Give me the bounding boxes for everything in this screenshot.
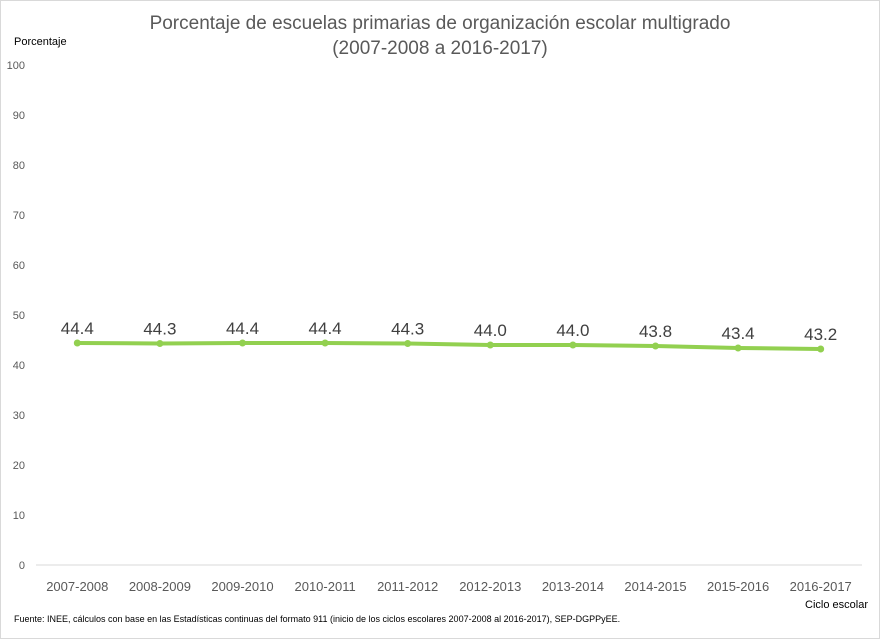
data-point [156,340,164,347]
x-tick-label: 2012-2013 [459,579,521,594]
x-tick-label: 2014-2015 [624,579,686,594]
data-label: 44.0 [556,321,589,340]
data-point [569,341,577,349]
y-tick-label: 70 [13,210,25,222]
y-tick-label: 50 [13,310,25,322]
source-note: Fuente: INEE, cálculos con base en las E… [14,614,621,624]
x-tick-label: 2016-2017 [790,579,852,594]
data-point [486,341,494,349]
y-tick-label: 20 [13,460,25,472]
data-label: 43.4 [722,324,755,343]
y-tick-label: 30 [13,410,25,422]
y-axis-label: Porcentaje [14,36,67,48]
y-tick-label: 10 [13,510,25,522]
series-line [75,341,823,351]
chart-subtitle: (2007-2008 a 2016-2017) [332,38,548,59]
data-label: 43.2 [804,325,837,344]
y-tick-label: 0 [19,560,25,572]
x-axis-label: Ciclo escolar [805,599,868,611]
x-tick-label: 2009-2010 [211,579,273,594]
x-tick-label: 2008-2009 [129,579,191,594]
data-point [73,339,81,347]
data-label: 44.0 [474,321,507,340]
chart-title: Porcentaje de escuelas primarias de orga… [149,13,731,34]
data-label: 44.3 [143,320,176,339]
data-label: 44.4 [226,319,259,338]
data-label: 44.4 [309,319,342,338]
x-tick-label: 2015-2016 [707,579,769,594]
data-point [652,342,659,350]
data-label: 43.8 [639,322,672,341]
data-point [239,339,246,347]
data-point [817,345,825,353]
data-label: 44.3 [391,320,424,339]
y-tick-label: 80 [13,160,25,172]
data-point [404,340,412,347]
x-tick-label: 2013-2014 [542,579,604,594]
x-tick-label: 2011-2012 [377,579,438,594]
x-tick-label: 2007-2008 [46,579,108,594]
data-point [321,339,329,347]
y-tick-label: 100 [7,60,25,72]
y-tick-label: 40 [13,360,25,372]
y-tick-label: 60 [13,260,25,272]
x-tick-label: 2010-2011 [294,579,355,594]
data-label: 44.4 [61,319,94,338]
y-tick-label: 90 [13,110,25,122]
data-point [734,344,742,352]
